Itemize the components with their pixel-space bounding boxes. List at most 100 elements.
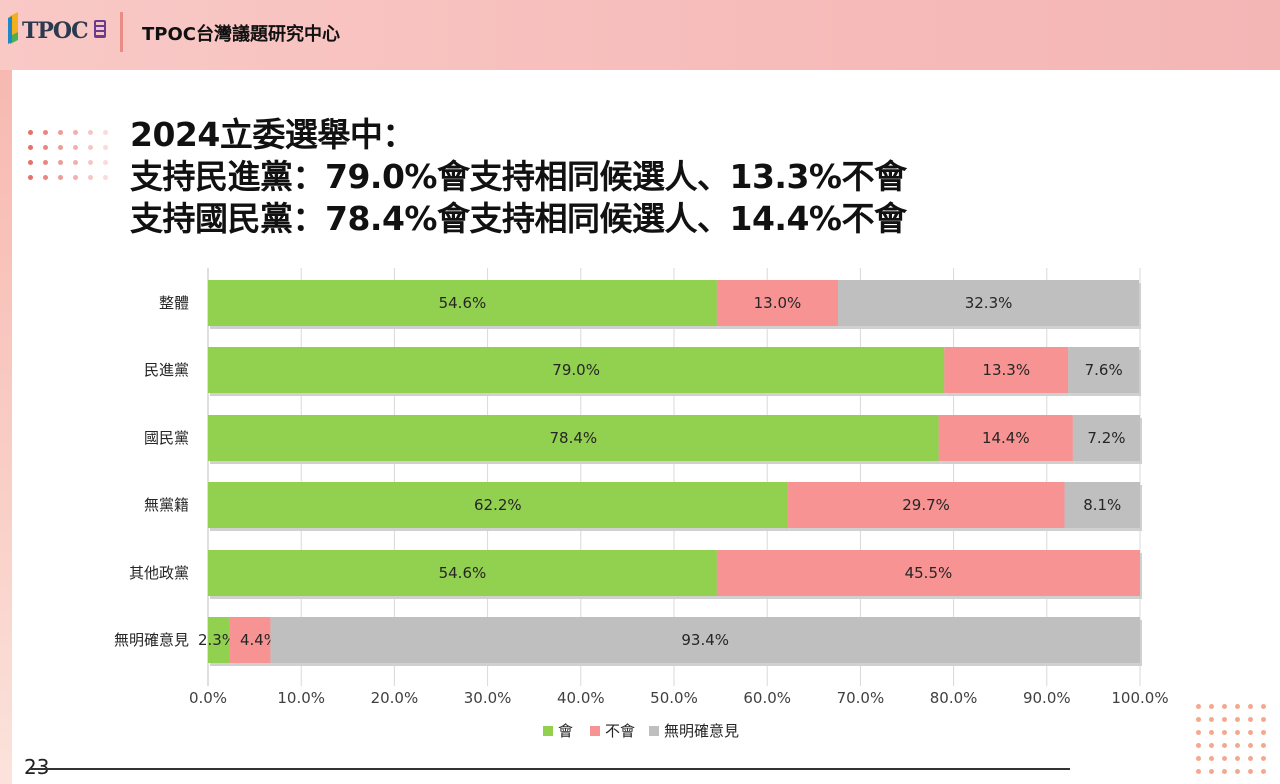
decorative-dot xyxy=(1209,756,1214,761)
decorative-dot xyxy=(43,145,48,150)
decorative-dot xyxy=(43,130,48,135)
left-accent-strip xyxy=(0,70,12,784)
bar-segment xyxy=(838,280,1140,326)
decorative-dot xyxy=(1196,704,1201,709)
decorative-dot xyxy=(1209,717,1214,722)
category-label: 整體 xyxy=(159,294,189,312)
legend-label: 無明確意見 xyxy=(664,722,739,740)
decorative-dot xyxy=(1261,717,1266,722)
bar-segment xyxy=(208,617,230,663)
data-label: 54.6% xyxy=(439,294,487,312)
decorative-dot xyxy=(88,160,93,165)
bar-segment xyxy=(270,617,1141,663)
bar-segment xyxy=(938,415,1073,461)
decorative-dot xyxy=(1196,743,1201,748)
decorative-dot xyxy=(28,175,33,180)
decorative-dot xyxy=(1209,743,1214,748)
data-label: 13.0% xyxy=(754,294,802,312)
logo-mark-icon xyxy=(8,12,106,44)
header-bar: TPOC TPOC台灣議題研究中心 xyxy=(0,0,1280,70)
data-label: 7.2% xyxy=(1087,429,1125,447)
bar-segment xyxy=(716,550,1140,596)
decorative-dot xyxy=(1235,704,1240,709)
x-tick-label: 30.0% xyxy=(464,689,512,707)
org-name: TPOC台灣議題研究中心 xyxy=(142,24,340,45)
logo-text: TPOC xyxy=(22,18,89,44)
decorative-dot xyxy=(1222,769,1227,774)
decorative-dot xyxy=(73,175,78,180)
legend-swatch xyxy=(649,726,659,736)
decorative-dot xyxy=(58,160,63,165)
decorative-dot xyxy=(103,130,108,135)
decorative-dot xyxy=(1222,743,1227,748)
decorative-dot xyxy=(28,130,33,135)
x-tick-label: 10.0% xyxy=(277,689,325,707)
decorative-dot xyxy=(1222,704,1227,709)
bar-segment xyxy=(229,617,271,663)
decorative-dot xyxy=(1235,730,1240,735)
decorative-dot xyxy=(1261,756,1266,761)
decorative-dot xyxy=(1248,704,1253,709)
decorative-dot xyxy=(1235,743,1240,748)
decorative-dot xyxy=(73,145,78,150)
decorative-dot xyxy=(1248,756,1253,761)
decorative-dot xyxy=(1248,743,1253,748)
decorative-dot xyxy=(88,145,93,150)
decorative-dot xyxy=(28,160,33,165)
decorative-dot xyxy=(1235,756,1240,761)
data-label: 79.0% xyxy=(552,361,600,379)
bar-segment xyxy=(208,550,717,596)
decorative-dot xyxy=(73,160,78,165)
decorative-dot xyxy=(28,145,33,150)
decorative-dot xyxy=(1261,704,1266,709)
x-tick-label: 100.0% xyxy=(1111,689,1168,707)
slide-title-line-2: 支持民進黨：79.0%會支持相同候選人、13.3%不會 xyxy=(130,157,907,196)
decorative-dot xyxy=(43,175,48,180)
x-tick-label: 60.0% xyxy=(743,689,791,707)
decorative-dot xyxy=(103,160,108,165)
bar-segment xyxy=(944,347,1069,393)
tpoc-logo: TPOC xyxy=(8,10,112,50)
data-label: 62.2% xyxy=(474,496,522,514)
decorative-dot xyxy=(1196,717,1201,722)
data-label: 78.4% xyxy=(550,429,598,447)
bar-segment xyxy=(787,482,1065,528)
x-tick-label: 40.0% xyxy=(557,689,605,707)
decorative-dot xyxy=(1222,730,1227,735)
decorative-dot xyxy=(1248,730,1253,735)
decorative-dot xyxy=(1209,730,1214,735)
header-divider xyxy=(120,12,123,52)
data-label: 4.4% xyxy=(240,631,278,649)
decorative-dot xyxy=(1196,730,1201,735)
category-label: 民進黨 xyxy=(144,361,189,379)
data-label: 29.7% xyxy=(902,496,950,514)
footer-rule xyxy=(30,768,1070,770)
x-tick-label: 0.0% xyxy=(189,689,227,707)
decorative-dot xyxy=(88,130,93,135)
decorative-dot xyxy=(1235,769,1240,774)
category-label: 無黨籍 xyxy=(144,496,189,514)
decorative-dot xyxy=(1248,717,1253,722)
data-label: 7.6% xyxy=(1085,361,1123,379)
bar-segment xyxy=(208,482,788,528)
slide-title-line-1: 2024立委選舉中： xyxy=(130,115,415,154)
category-label: 其他政黨 xyxy=(129,564,189,582)
data-label: 32.3% xyxy=(965,294,1013,312)
data-label: 93.4% xyxy=(681,631,729,649)
x-tick-label: 20.0% xyxy=(371,689,419,707)
bar-segment xyxy=(208,280,717,326)
legend-swatch xyxy=(590,726,600,736)
data-label: 8.1% xyxy=(1083,496,1121,514)
decorative-dot xyxy=(1261,730,1266,735)
decorative-dot xyxy=(1222,756,1227,761)
legend-swatch xyxy=(543,726,553,736)
x-tick-label: 50.0% xyxy=(650,689,698,707)
decorative-dot xyxy=(1248,769,1253,774)
decorative-dot xyxy=(58,130,63,135)
decorative-dot xyxy=(1235,717,1240,722)
slide-title-line-3: 支持國民黨：78.4%會支持相同候選人、14.4%不會 xyxy=(130,199,907,238)
decorative-dot xyxy=(43,160,48,165)
bar-segment xyxy=(1068,347,1140,393)
category-label: 無明確意見 xyxy=(114,631,189,649)
